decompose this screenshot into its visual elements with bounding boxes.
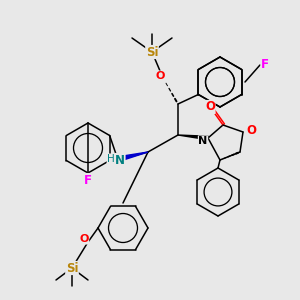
Text: O: O [246,124,256,136]
Polygon shape [122,152,148,160]
Text: O: O [205,100,215,113]
Polygon shape [178,135,208,140]
Text: Si: Si [146,46,158,59]
Text: N: N [115,154,125,166]
Text: Si: Si [66,262,78,275]
Text: O: O [155,71,165,81]
Text: O: O [79,234,89,244]
Text: F: F [84,173,92,187]
Text: F: F [261,58,269,71]
Text: N: N [198,136,208,146]
Text: H: H [107,154,115,164]
